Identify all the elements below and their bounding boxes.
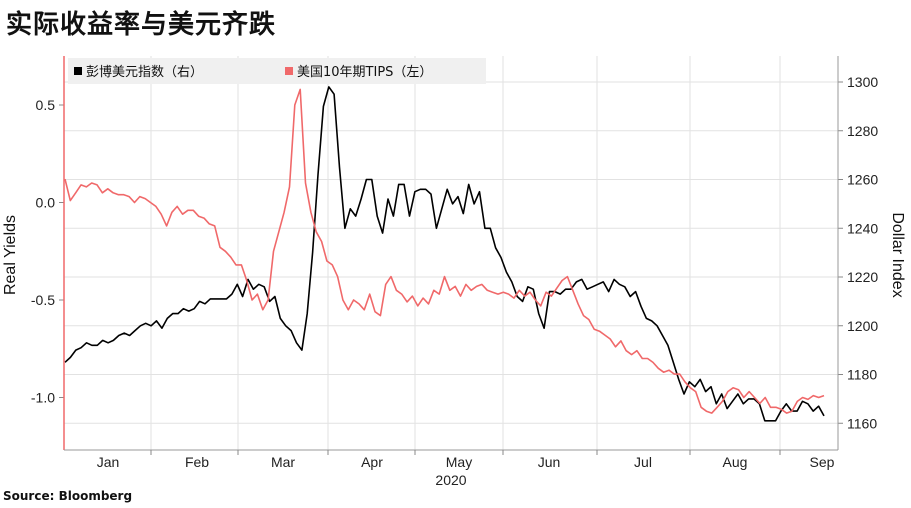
left-axis-label: Real Yields [2, 215, 19, 295]
x-tick-label: Jul [634, 454, 652, 470]
x-tick-label: Aug [723, 454, 748, 470]
legend-swatch [74, 67, 82, 75]
legend-swatch [285, 67, 293, 75]
legend-entry: 美国10年期TIPS（左） [297, 65, 432, 80]
x-tick-label: Jan [97, 454, 120, 470]
x-tick-label: Feb [185, 454, 209, 470]
right-tick-label: 1300 [847, 74, 878, 90]
left-tick-label: -1.0 [31, 390, 55, 406]
left-tick-label: 0.5 [36, 97, 56, 113]
x-tick-label: May [446, 454, 472, 470]
grid-lines [64, 56, 838, 450]
left-tick-label: -0.5 [31, 292, 55, 308]
dollar-index-line [64, 86, 825, 422]
left-tick-label: 0.0 [36, 195, 56, 211]
plot-lines [64, 86, 825, 422]
right-tick-label: 1220 [847, 269, 878, 285]
legend-entry: 彭博美元指数（右） [86, 65, 203, 80]
tips-yield-line [64, 88, 825, 414]
right-tick-label: 1240 [847, 220, 878, 236]
legend: 彭博美元指数（右） 美国10年期TIPS（左） [68, 58, 486, 84]
x-tick-label: Sep [810, 454, 835, 470]
right-axis-label: Dollar Index [889, 212, 906, 297]
x-tick-label: Mar [271, 454, 295, 470]
right-tick-label: 1180 [847, 367, 877, 383]
plot-area [64, 56, 838, 450]
chart-title: 实际收益率与美元齐跌 [6, 10, 277, 40]
right-tick-label: 1280 [847, 123, 878, 139]
x-tick-label: Jun [538, 454, 561, 470]
axes: 1300 1280 1260 1240 1220 1200 1180 1160 0.5 0.0 -0… [31, 56, 878, 470]
x-tick-label: Apr [361, 454, 383, 470]
right-tick-label: 1160 [847, 415, 877, 431]
legend-box [68, 58, 486, 84]
year-label: 2020 [435, 472, 466, 488]
source-note: Source: Bloomberg [3, 489, 133, 503]
right-tick-label: 1200 [847, 318, 878, 334]
right-tick-label: 1260 [847, 172, 878, 188]
